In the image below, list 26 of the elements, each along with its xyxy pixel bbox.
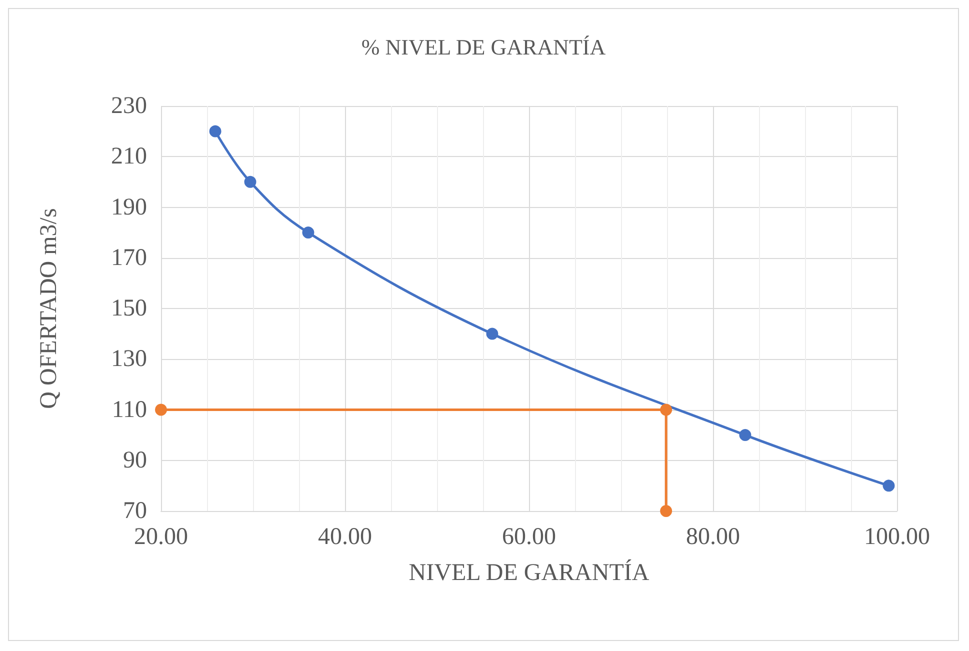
y-tick-label: 170: [111, 244, 147, 271]
point: [302, 226, 314, 239]
point: [209, 125, 222, 138]
y-tick-label: 210: [111, 144, 147, 170]
y-tick-label: 110: [112, 396, 147, 423]
x-axis-title: NIVEL DE GARANTÍA: [408, 559, 650, 586]
point: [739, 429, 752, 442]
point: [660, 404, 672, 416]
x-tick-label: 60.00: [502, 524, 556, 550]
y-axis-title: Q OFERTADO m3/s: [36, 208, 62, 409]
point: [155, 404, 167, 416]
x-tick-label: 40.00: [318, 524, 372, 550]
y-tick-label: 190: [111, 194, 147, 220]
point: [244, 176, 256, 188]
point: [660, 505, 672, 517]
x-tick-label: 20.00: [134, 524, 188, 550]
y-tick-label: 90: [123, 447, 147, 474]
y-tick-label: 70: [123, 498, 147, 524]
y-tick-label: 230: [111, 93, 147, 119]
chart-title: % NIVEL DE GARANTÍA: [361, 34, 606, 60]
x-tick-label: 100.00: [864, 524, 930, 550]
point: [486, 328, 498, 340]
x-tick-label: 80.00: [686, 524, 740, 550]
point: [882, 480, 895, 492]
y-tick-label: 130: [111, 346, 147, 372]
y-tick-label: 150: [111, 296, 147, 322]
